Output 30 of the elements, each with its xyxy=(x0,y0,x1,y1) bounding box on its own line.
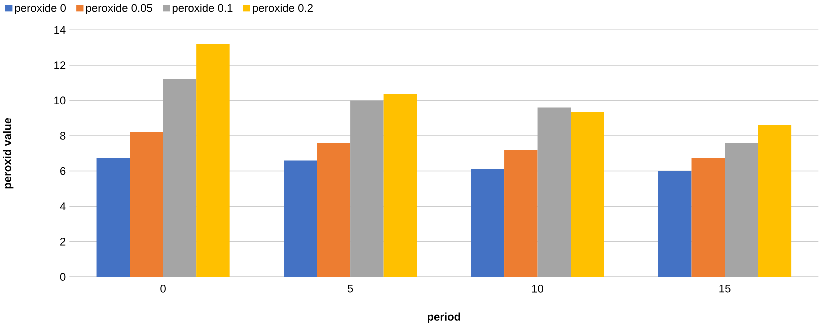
bar xyxy=(692,158,726,277)
bar xyxy=(96,158,130,277)
x-tick-label: 10 xyxy=(532,284,544,293)
y-tick-label: 12 xyxy=(54,61,66,70)
x-axis-title: period xyxy=(428,312,460,323)
legend-label: peroxide 0.2 xyxy=(253,4,313,14)
y-tick-label: 2 xyxy=(60,238,66,246)
legend-label: peroxide 0.1 xyxy=(172,4,233,14)
bar xyxy=(758,125,792,277)
bar xyxy=(130,132,164,277)
bar xyxy=(317,142,351,277)
bar xyxy=(284,160,318,277)
y-tick-label: 10 xyxy=(54,96,66,104)
x-tick-label: 0 xyxy=(160,284,166,293)
y-tick-label: 0 xyxy=(60,272,66,281)
y-tick-label: 8 xyxy=(60,132,66,140)
y-tick-label: 14 xyxy=(54,26,66,34)
bar xyxy=(196,44,230,277)
y-axis-title: peroxid value xyxy=(3,118,14,188)
x-tick-label: 15 xyxy=(720,284,731,292)
bar xyxy=(504,150,538,277)
y-tick-label: 4 xyxy=(60,202,66,210)
bar xyxy=(384,94,418,277)
bar xyxy=(571,112,604,277)
legend-label: peroxide 0 xyxy=(15,4,66,14)
y-tick-label: 6 xyxy=(60,167,66,175)
x-tick-label: 5 xyxy=(348,284,354,292)
bar xyxy=(471,169,505,277)
bar xyxy=(658,171,692,277)
legend-label: peroxide 0.05 xyxy=(86,4,152,14)
